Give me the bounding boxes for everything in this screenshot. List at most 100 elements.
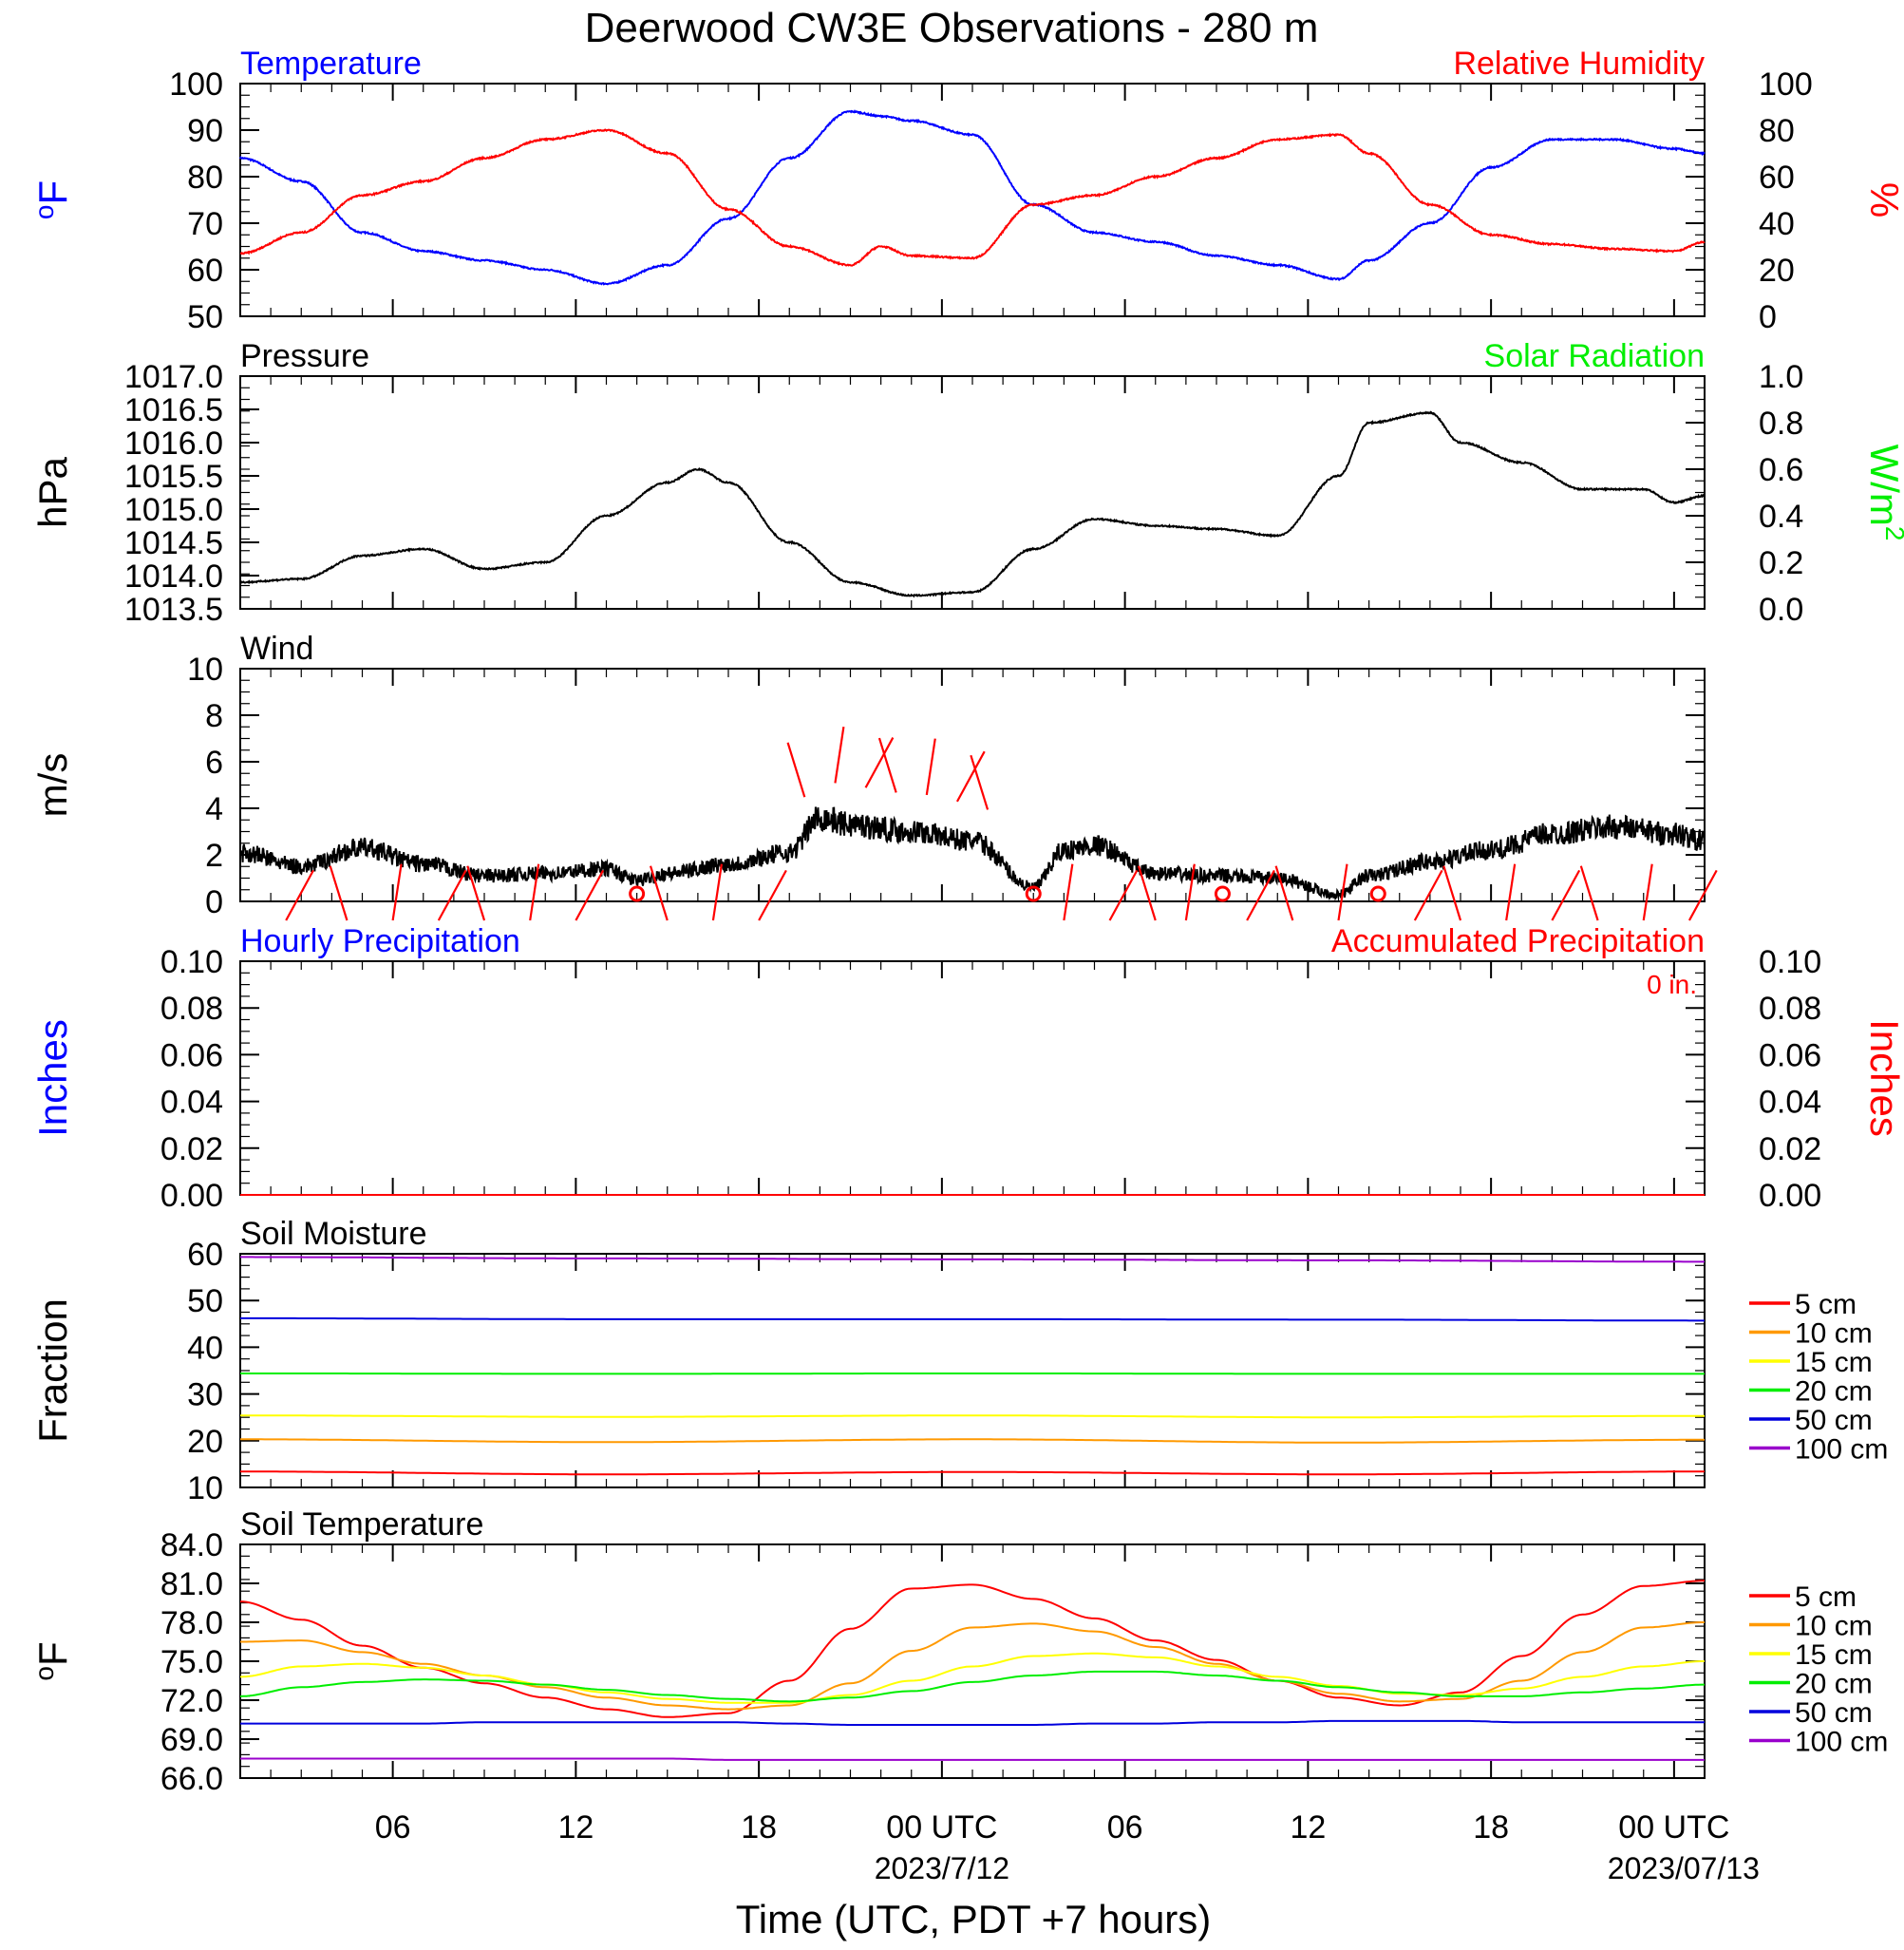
wind-barb bbox=[575, 869, 605, 921]
calm-marker bbox=[1025, 885, 1042, 902]
y-tick-label-left: 1015.5 bbox=[124, 459, 223, 495]
y-tick-label-right: 40 bbox=[1759, 206, 1795, 242]
y-tick-label-left: 1016.5 bbox=[124, 392, 223, 428]
y-axis-label-right: Inches bbox=[1862, 1019, 1904, 1137]
y-tick-label-left: 1013.5 bbox=[124, 592, 223, 628]
wind-barb bbox=[1137, 865, 1157, 921]
panel-title-left: Soil Moisture bbox=[240, 1216, 427, 1252]
unit-base: W/m bbox=[1862, 445, 1904, 526]
y-axis-label-left: oF bbox=[29, 1641, 75, 1680]
y-tick-label-left: 0.06 bbox=[160, 1037, 223, 1073]
series-line-100-cm bbox=[240, 1757, 1705, 1761]
calm-marker bbox=[1214, 885, 1231, 902]
wind-barb bbox=[649, 865, 669, 921]
wind-barb bbox=[864, 737, 895, 788]
panel-title-left: Temperature bbox=[240, 46, 422, 82]
series-line-20-cm bbox=[239, 1670, 1705, 1703]
series-line-50-cm bbox=[240, 1719, 1705, 1726]
y-tick-label-left: 0.00 bbox=[160, 1178, 223, 1214]
panel-temperature: 50 60 70 80 90 100 0 20 40 60 80 100 Temperature Rela… bbox=[29, 46, 1904, 335]
series-line-50-cm bbox=[240, 1316, 1705, 1322]
wind-barb bbox=[970, 754, 990, 810]
x-tick-label: 06 bbox=[1107, 1809, 1143, 1846]
x-tick-label: 00 UTC bbox=[886, 1809, 997, 1846]
y-tick-label-right: 0.00 bbox=[1759, 1178, 1821, 1214]
y-tick-label-left: 0.08 bbox=[160, 991, 223, 1027]
y-tick-label-right: 0.06 bbox=[1759, 1037, 1821, 1073]
y-tick-label-right: 1.0 bbox=[1759, 359, 1803, 395]
y-tick-label-left: 78.0 bbox=[160, 1605, 223, 1641]
y-tick-label-left: 100 bbox=[169, 66, 223, 103]
y-tick-label-left: 0.02 bbox=[160, 1131, 223, 1167]
y-tick-label-left: 1014.5 bbox=[124, 525, 223, 561]
panel-title-left: Soil Temperature bbox=[240, 1506, 483, 1543]
wind-barb bbox=[466, 865, 486, 921]
series-line-100-cm bbox=[240, 1256, 1705, 1263]
wind-barb bbox=[786, 742, 806, 798]
x-date-label: 2023/07/13 bbox=[1608, 1851, 1760, 1885]
plot-frame bbox=[239, 375, 1706, 610]
series-line-15-cm bbox=[239, 1652, 1705, 1704]
y-tick-label-left: 4 bbox=[205, 791, 223, 827]
y-tick-label-left: 0.04 bbox=[160, 1085, 223, 1121]
wind-barb bbox=[1413, 869, 1443, 921]
y-tick-label-left: 30 bbox=[187, 1377, 223, 1413]
y-tick-label-left: 0.10 bbox=[160, 944, 223, 980]
panel-title-right: Accumulated Precipitation bbox=[1331, 923, 1705, 959]
y-tick-label-right: 20 bbox=[1759, 253, 1795, 289]
series-line-5-cm bbox=[239, 1580, 1705, 1718]
y-tick-label-left: 50 bbox=[187, 1283, 223, 1319]
legend-label-5-cm: 5 cm bbox=[1795, 1289, 1857, 1320]
y-tick-label-right: 0.6 bbox=[1759, 452, 1803, 488]
panel-title-left: Pressure bbox=[240, 338, 369, 374]
panel-soil-moisture: 10 20 30 40 50 60 Soil Moisture Fraction 5 cm10 … bbox=[30, 1216, 1888, 1506]
y-tick-label-left: 1015.0 bbox=[124, 492, 223, 528]
series-line-wind bbox=[239, 806, 1706, 901]
unit-exponent: 2 bbox=[1880, 526, 1904, 541]
y-axis-label-left: m/s bbox=[30, 753, 75, 818]
accumulated-total: 0 in. bbox=[1647, 970, 1697, 999]
wind-barb bbox=[285, 869, 314, 921]
legend-label-15-cm: 15 cm bbox=[1795, 1347, 1873, 1378]
y-axis-label-left: hPa bbox=[30, 456, 75, 527]
y-tick-label-left: 60 bbox=[187, 1237, 223, 1273]
time-axis: 06 12 18 00 UTC 06 12 18 00 UTC 2023/7/12 2023/07… bbox=[375, 1809, 1760, 1885]
y-tick-label-left: 72.0 bbox=[160, 1683, 223, 1719]
wind-barb bbox=[1274, 865, 1294, 921]
panel-title-left: Hourly Precipitation bbox=[240, 923, 520, 959]
legend-label-20-cm: 20 cm bbox=[1795, 1669, 1873, 1700]
y-tick-label-right: 0.8 bbox=[1759, 406, 1803, 442]
legend-label-100-cm: 100 cm bbox=[1795, 1434, 1888, 1466]
y-tick-label-left: 2 bbox=[205, 838, 223, 874]
legend-label-50-cm: 50 cm bbox=[1795, 1697, 1873, 1729]
plot-frame bbox=[239, 83, 1706, 317]
degree-mark: o bbox=[29, 1666, 59, 1681]
panel-title-right: Relative Humidity bbox=[1453, 46, 1705, 82]
x-tick-label: 12 bbox=[1290, 1809, 1326, 1846]
y-tick-label-left: 90 bbox=[187, 113, 223, 149]
plot-frame bbox=[239, 960, 1706, 1196]
wind-barb bbox=[925, 738, 936, 796]
wind-barb bbox=[1108, 869, 1139, 921]
y-tick-label-left: 10 bbox=[187, 652, 223, 688]
wind-barb bbox=[1551, 869, 1581, 921]
wind-barb bbox=[1063, 863, 1074, 921]
y-axis-label-left: Inches bbox=[30, 1019, 75, 1137]
wind-barb bbox=[877, 737, 897, 793]
y-tick-label-right: 0.0 bbox=[1759, 592, 1803, 628]
wind-barb bbox=[1687, 869, 1718, 921]
y-axis-label-left: Fraction bbox=[30, 1298, 75, 1443]
x-tick-label: 18 bbox=[1473, 1809, 1509, 1846]
y-tick-label-right: 0.4 bbox=[1759, 499, 1803, 535]
y-tick-label-left: 75.0 bbox=[160, 1644, 223, 1680]
wind-barb bbox=[711, 863, 723, 921]
legend-label-10-cm: 10 cm bbox=[1795, 1318, 1873, 1350]
panel-title-left: Wind bbox=[240, 631, 313, 667]
y-tick-label-left: 66.0 bbox=[160, 1761, 223, 1797]
y-tick-label-right: 100 bbox=[1759, 66, 1813, 103]
wind-barb bbox=[1184, 863, 1196, 921]
y-tick-label-left: 1014.0 bbox=[124, 558, 223, 595]
y-tick-label-left: 40 bbox=[187, 1330, 223, 1366]
